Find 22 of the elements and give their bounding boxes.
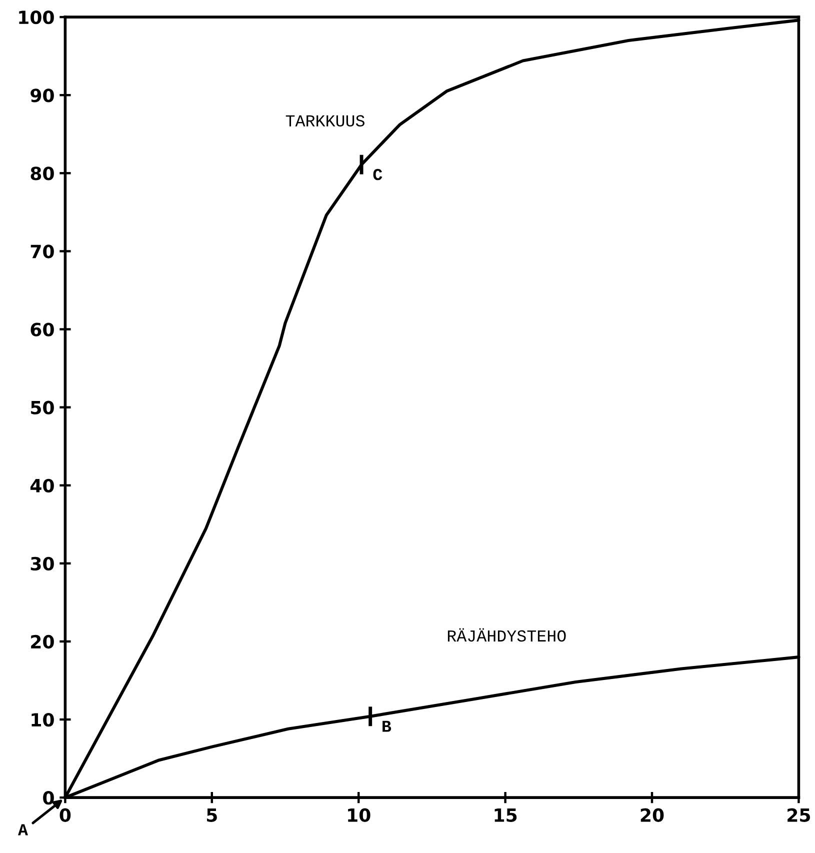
annotation: C <box>373 168 382 180</box>
y-tick-label: 0 <box>43 791 54 805</box>
y-tick-label: 30 <box>30 556 54 571</box>
y-tick-label: 50 <box>31 400 54 414</box>
x-tick-label: 10 <box>348 808 370 822</box>
y-tick-label: 70 <box>30 244 54 258</box>
y-tick-label: 60 <box>30 322 54 336</box>
y-tick-label: 90 <box>30 88 54 102</box>
annotation: B <box>382 720 392 732</box>
annotation: A <box>18 824 28 836</box>
y-tick-label: 40 <box>30 478 54 492</box>
x-tick-label: 15 <box>494 808 517 822</box>
x-tick-label: 5 <box>207 808 217 822</box>
x-tick-label: 0 <box>60 808 71 822</box>
y-tick-label: 10 <box>32 712 54 727</box>
y-tick-label: 20 <box>31 634 54 649</box>
x-tick-label: 25 <box>788 808 810 822</box>
x-tick-label: 20 <box>640 808 664 822</box>
y-tick-label: 100 <box>19 10 54 24</box>
text: RÄJÄHDYSTEHO <box>448 628 566 642</box>
y-tick-label: 80 <box>30 166 54 180</box>
series-label: TARKKUUS <box>286 115 364 126</box>
